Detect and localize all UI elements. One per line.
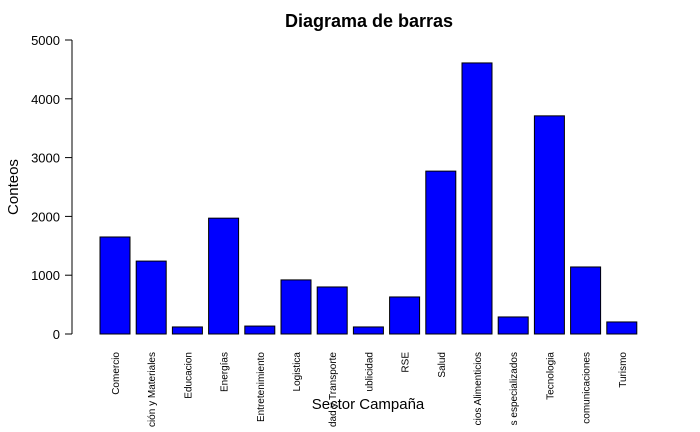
x-tick-label: Turismo — [618, 352, 629, 388]
bar — [389, 296, 421, 335]
y-tick-label: 2000 — [31, 209, 60, 224]
x-axis-label: Sector Campaña — [312, 396, 425, 413]
x-tick-label: Salud — [437, 352, 448, 378]
y-tick-label: 3000 — [31, 151, 60, 166]
bar — [606, 321, 638, 335]
x-tick-label: Educacion — [183, 352, 194, 399]
x-tick-label: ción y Materiales — [147, 352, 158, 427]
x-tick-label: Energías — [220, 352, 231, 392]
x-tick-label: s especializados — [509, 352, 520, 425]
x-tick-label: Entretenimiento — [256, 352, 267, 422]
bar — [171, 326, 203, 335]
x-tick-label: comunicaciones — [582, 352, 593, 424]
x-tick-label: dad y Transporte — [328, 352, 339, 427]
x-tick-label: cios Alimenticios — [473, 352, 484, 425]
bar — [425, 170, 457, 335]
bar — [497, 316, 529, 335]
y-tick-label: 1000 — [31, 268, 60, 283]
bar — [135, 260, 167, 335]
y-tick-label: 4000 — [31, 92, 60, 107]
x-tick-label: Logistica — [292, 352, 303, 392]
x-tick-label: Comercio — [111, 352, 122, 395]
bar — [316, 286, 348, 335]
bar — [208, 217, 240, 335]
bar — [570, 266, 602, 335]
bar — [280, 279, 312, 335]
bar — [352, 326, 384, 335]
x-tick-label: Tecnologia — [545, 352, 556, 400]
x-tick-label: RSE — [401, 352, 412, 373]
bar — [99, 236, 131, 335]
y-axis-label: Conteos — [5, 159, 22, 215]
bar — [244, 325, 276, 335]
chart-title: Diagrama de barras — [285, 11, 453, 31]
y-tick-label: 0 — [53, 327, 60, 342]
x-tick-label: ublicidad — [364, 352, 375, 391]
bar — [533, 115, 565, 335]
bar — [461, 62, 493, 335]
y-tick-label: 5000 — [31, 33, 60, 48]
